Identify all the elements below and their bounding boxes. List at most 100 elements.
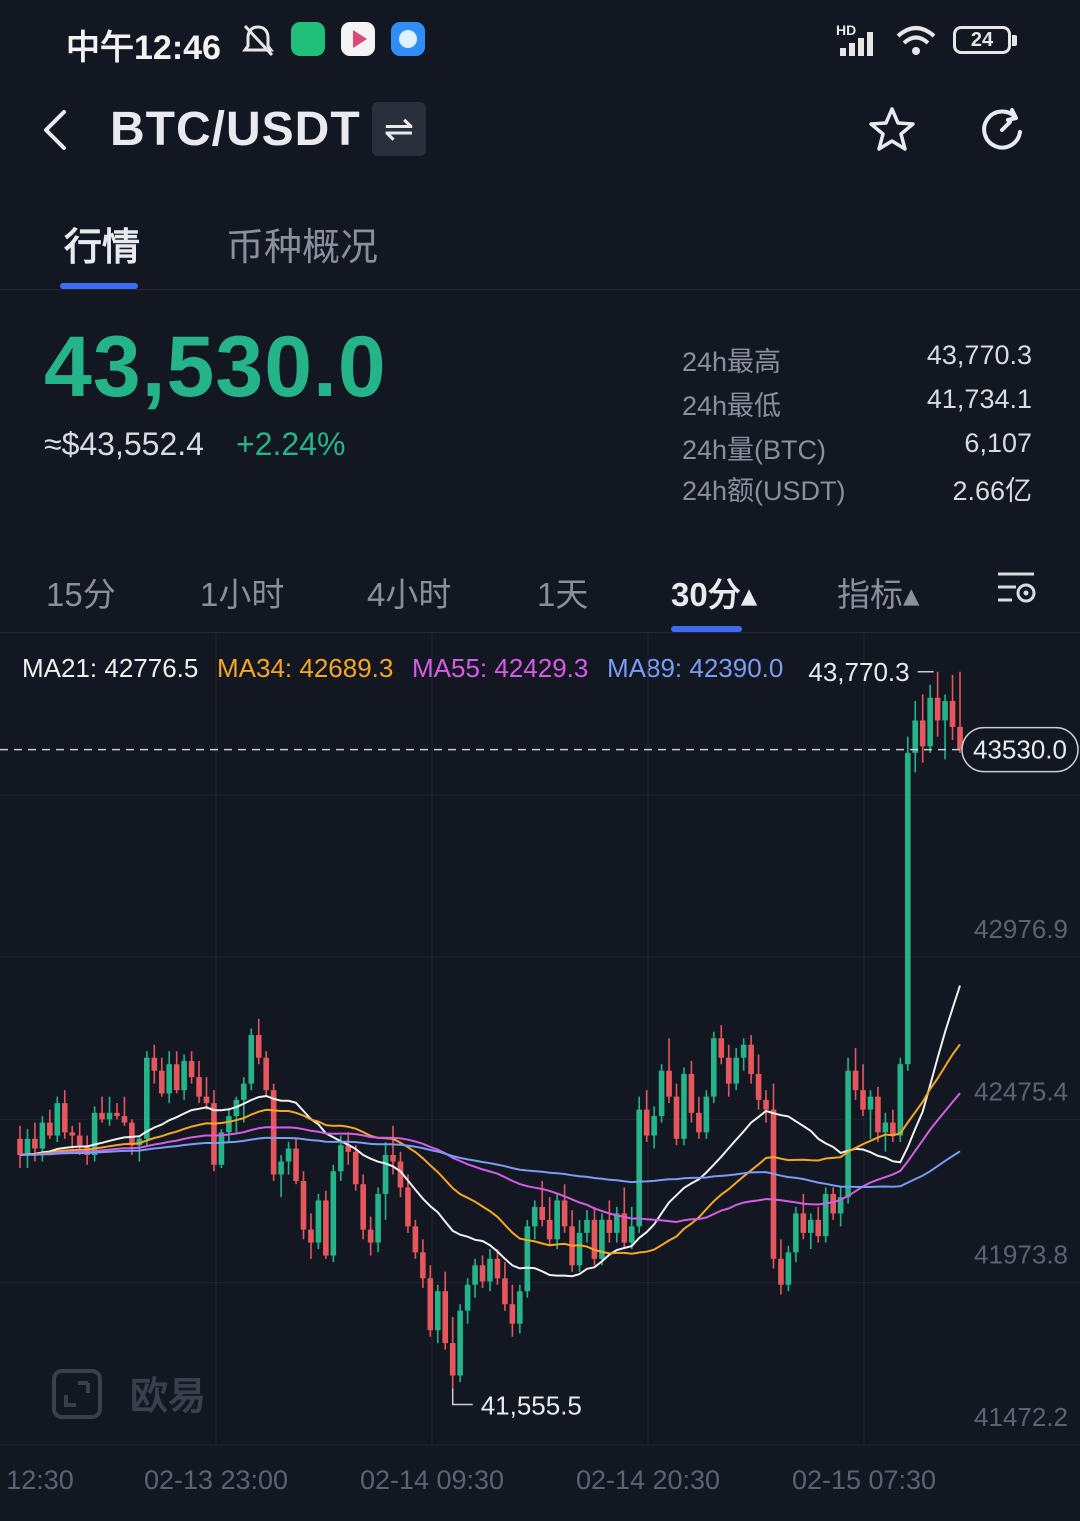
candle-body — [628, 1226, 635, 1243]
time-axis-label: 02-14 20:30 — [576, 1465, 720, 1495]
candle-body — [658, 1070, 665, 1117]
candle-body — [114, 1112, 120, 1117]
candle-body — [449, 1343, 456, 1376]
candle-body — [181, 1060, 187, 1091]
candle-body — [248, 1035, 255, 1084]
stat-volume-label: 24h量(BTC) — [682, 435, 827, 465]
candle-body — [375, 1193, 381, 1243]
stat-turnover-value: 2.66亿 — [952, 476, 1032, 506]
candle-body — [196, 1077, 202, 1097]
interval-30m[interactable]: 30分▴ — [671, 576, 758, 613]
stat-volume-value: 6,107 — [964, 428, 1032, 458]
candle-body — [822, 1193, 829, 1237]
interval-4h[interactable]: 4小时 — [367, 576, 452, 613]
current-price-label: 43530.0 — [973, 735, 1067, 765]
ma89-legend: MA89: 42390.0 — [607, 653, 784, 683]
candle-body — [845, 1070, 851, 1198]
candle-body — [427, 1278, 434, 1331]
candle-body — [323, 1200, 329, 1256]
candle-body — [390, 1155, 396, 1162]
candle-body — [576, 1232, 583, 1266]
candle-body — [711, 1038, 717, 1097]
candle-body — [561, 1200, 568, 1227]
candle-body — [144, 1057, 150, 1139]
candle-body — [203, 1096, 210, 1104]
candle-body — [136, 1138, 143, 1146]
candle-body — [278, 1161, 284, 1175]
candle-body — [255, 1035, 262, 1058]
blue-app-icon — [391, 22, 425, 56]
interval-1d[interactable]: 1天 — [537, 576, 589, 613]
candle-body — [226, 1116, 232, 1133]
candle-body — [584, 1219, 590, 1233]
candle-body — [651, 1116, 657, 1136]
shield-app-icon — [291, 22, 325, 56]
ma-line — [19, 1136, 961, 1188]
candle-body — [591, 1219, 598, 1259]
candle-body — [382, 1155, 389, 1194]
candle-body — [270, 1090, 277, 1175]
candle-body — [420, 1252, 426, 1279]
candle-body — [412, 1226, 419, 1253]
candle-body — [397, 1161, 404, 1188]
candle-body — [69, 1132, 76, 1136]
mute-bell-icon — [242, 24, 274, 57]
ma-line — [19, 1092, 961, 1224]
tab-active-indicator — [60, 283, 138, 289]
tab-coin-overview[interactable]: 币种概况 — [226, 227, 379, 269]
candle-body — [703, 1096, 710, 1133]
candle-body — [502, 1278, 508, 1305]
candle-body — [61, 1103, 68, 1133]
pair-title[interactable]: BTC/USDT — [110, 103, 361, 156]
stat-low-value: 41,734.1 — [926, 384, 1032, 414]
candle-body — [487, 1258, 493, 1282]
chart-overlay: 43530.0 43,770.3 41,555.5 欧易 — [0, 657, 1079, 1421]
candle-body — [106, 1112, 113, 1120]
play-app-icon — [341, 22, 375, 56]
candle-body — [636, 1109, 643, 1227]
candle-body — [211, 1103, 217, 1165]
chart-settings-icon[interactable] — [996, 568, 1038, 608]
candlestick-chart[interactable]: 42976.9 42475.4 41973.8 41472.2 12:30 02-13 2… — [0, 633, 1080, 1521]
price-axis-label: 41973.8 — [974, 1239, 1068, 1269]
candles — [17, 671, 963, 1389]
candle-body — [218, 1132, 225, 1165]
candle-body — [315, 1200, 322, 1243]
swap-pair-button[interactable]: ⇌ — [372, 102, 426, 156]
candle-body — [352, 1151, 359, 1185]
candle-body — [531, 1206, 538, 1227]
candle-body — [99, 1112, 105, 1120]
candle-body — [54, 1103, 61, 1136]
watermark-text: 欧易 — [130, 1374, 206, 1418]
ma-line — [19, 1043, 961, 1255]
last-price: 43,530.0 — [44, 319, 387, 415]
ma21-legend: MA21: 42776.5 — [22, 653, 199, 683]
candle-body — [934, 697, 941, 721]
candle-body — [434, 1291, 441, 1331]
time-axis-label: 02-13 23:00 — [144, 1465, 288, 1495]
tab-market[interactable]: 行情 — [64, 227, 141, 269]
okx-logo-icon — [52, 1369, 102, 1419]
candle-body — [263, 1057, 269, 1091]
candle-body — [949, 700, 956, 727]
favorite-star-icon[interactable] — [868, 106, 916, 152]
interval-1h[interactable]: 1小时 — [200, 576, 285, 613]
candle-body — [904, 752, 911, 1065]
candle-body — [919, 720, 926, 747]
interval-15m[interactable]: 15分 — [46, 576, 116, 613]
candle-body — [17, 1138, 23, 1156]
wifi-icon — [896, 26, 936, 55]
candle-body — [763, 1099, 769, 1110]
refresh-icon[interactable] — [976, 104, 1028, 156]
back-arrow-icon[interactable] — [38, 108, 74, 152]
moving-average-lines — [19, 985, 961, 1278]
time-axis-label: 02-14 09:30 — [360, 1465, 504, 1495]
candle-body — [300, 1180, 307, 1230]
candle-body — [546, 1219, 553, 1240]
indicator-dropdown[interactable]: 指标▴ — [837, 576, 920, 613]
price-axis-label: 42475.4 — [974, 1077, 1068, 1107]
candle-body — [479, 1265, 486, 1282]
candle-body — [367, 1229, 374, 1243]
stat-high-value: 43,770.3 — [926, 340, 1032, 370]
candle-body — [778, 1258, 784, 1285]
